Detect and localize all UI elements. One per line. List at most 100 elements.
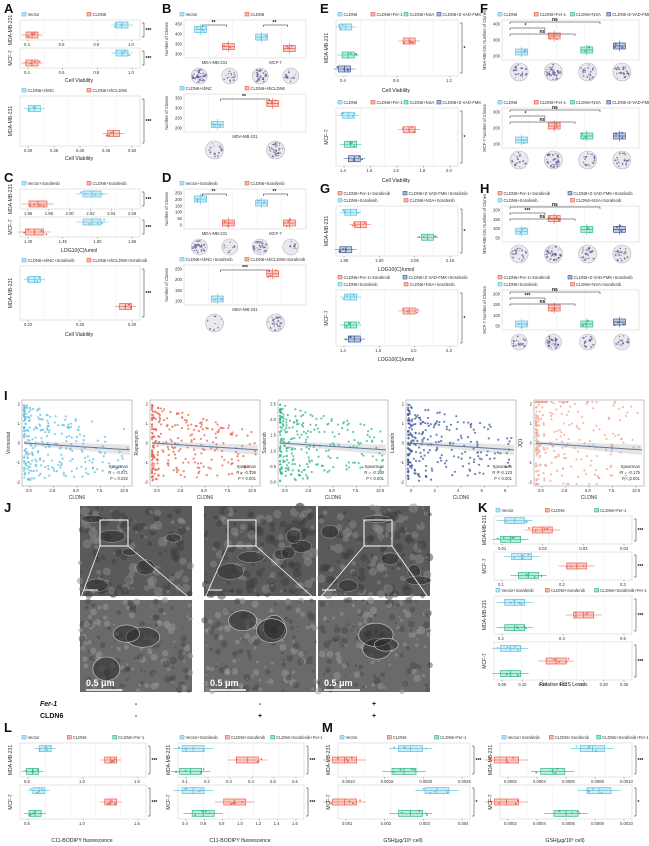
tick-label: 150	[493, 302, 501, 307]
scatter-point	[624, 474, 627, 477]
scatter-point	[185, 421, 188, 424]
scatter-point	[27, 461, 30, 464]
data-point	[403, 42, 406, 44]
significance-label: *	[525, 23, 527, 29]
em-texture	[216, 520, 223, 527]
em-mitochondrion	[362, 515, 391, 523]
legend-swatch	[403, 282, 409, 287]
colony	[589, 340, 592, 342]
significance-label: ***	[638, 564, 644, 570]
box	[613, 316, 626, 328]
legend-swatch	[21, 735, 27, 740]
legend-swatch	[337, 12, 343, 17]
colony	[615, 68, 618, 71]
tick-label: 2.04	[107, 211, 116, 216]
legend: Vector CLDN6 CLDN6+Fer-1	[339, 735, 467, 740]
tick-label: 0.0	[154, 488, 160, 493]
panel-l-left: Vector CLDN6 CLDN6+Fer-1***0.5 1.0 1.5***0.5…	[8, 735, 157, 844]
em-texture	[281, 639, 285, 643]
scatter-point	[68, 435, 71, 438]
scatter-point	[279, 439, 283, 442]
scatter-point	[407, 463, 410, 466]
em-texture	[157, 536, 168, 547]
scatter-point	[477, 455, 480, 458]
colony	[588, 73, 590, 75]
colony	[521, 67, 524, 69]
colony	[548, 247, 550, 249]
legend-swatch	[497, 191, 503, 196]
scatter-point	[118, 450, 121, 453]
scatter-point	[346, 428, 349, 431]
data-point	[535, 771, 538, 774]
em-mitochondrion	[228, 610, 258, 631]
colony	[627, 338, 629, 340]
tick-label: 0	[410, 488, 413, 493]
scatter-point	[23, 462, 26, 465]
box	[194, 193, 207, 205]
scatter-point	[595, 424, 598, 427]
tick-label: 0.1	[498, 582, 504, 587]
colony	[271, 143, 273, 145]
scatter-point	[169, 410, 172, 414]
scatter-point	[285, 426, 288, 429]
scatter-point	[330, 418, 333, 421]
em-texture	[391, 567, 394, 570]
tick-label: 2	[146, 402, 149, 407]
colony	[289, 245, 292, 248]
scatter-point	[151, 410, 155, 413]
scatter-point	[169, 438, 172, 441]
scatter-point	[159, 432, 163, 435]
colony	[587, 66, 590, 69]
scatter-point	[203, 434, 206, 437]
colony	[252, 246, 255, 248]
colony	[552, 166, 554, 168]
em-texture	[305, 657, 314, 665]
legend-swatch	[86, 12, 92, 17]
scatter-point	[157, 440, 161, 444]
em-texture	[342, 535, 350, 542]
colony	[557, 343, 560, 346]
em-texture	[423, 511, 428, 516]
scatter-point	[469, 423, 472, 426]
em-texture	[269, 572, 276, 578]
colony	[277, 325, 279, 327]
scatter-point	[406, 458, 410, 461]
colony	[547, 76, 549, 78]
scatter-point	[75, 435, 78, 438]
colony	[275, 151, 277, 153]
scatter-point	[62, 471, 66, 474]
tick-label: 1.40	[24, 239, 33, 244]
scatter-point	[368, 435, 371, 438]
em-texture	[402, 585, 412, 596]
scatter-point	[191, 433, 194, 436]
scatter-point	[240, 472, 243, 475]
colony	[262, 246, 265, 249]
data-point	[349, 141, 352, 144]
em-texture	[277, 571, 284, 578]
scatter-point	[535, 447, 538, 450]
scatter-point	[469, 456, 472, 459]
scatter-point	[464, 450, 467, 453]
row-label: MDA-MB-231	[8, 278, 14, 309]
em-texture	[341, 636, 348, 644]
scatter-point	[92, 458, 95, 461]
tick-label: 2.5	[306, 488, 312, 493]
significance-bracket	[263, 24, 288, 27]
scale-label-bottom: 0.5 μm	[210, 678, 239, 688]
colony	[196, 251, 199, 254]
colony	[202, 78, 204, 80]
panel-f-top: CLDN6 CLDN6+Fer-1 CLDN6+NSA CLDN6+Z-VAD-FMK…	[482, 10, 649, 82]
scatter-point	[186, 424, 190, 427]
colony	[201, 79, 204, 82]
scatter-point	[588, 482, 591, 486]
em-texture	[169, 676, 174, 681]
colony-dish	[509, 150, 529, 170]
scatter-point	[414, 459, 418, 463]
colony	[192, 77, 195, 80]
legend-label: CLDN6+shNC+Sorafenib	[28, 258, 76, 263]
colony	[625, 165, 627, 167]
data-point	[348, 800, 351, 803]
scatter-point	[185, 419, 189, 422]
em-texture	[310, 576, 316, 583]
scatter-point	[26, 406, 29, 410]
